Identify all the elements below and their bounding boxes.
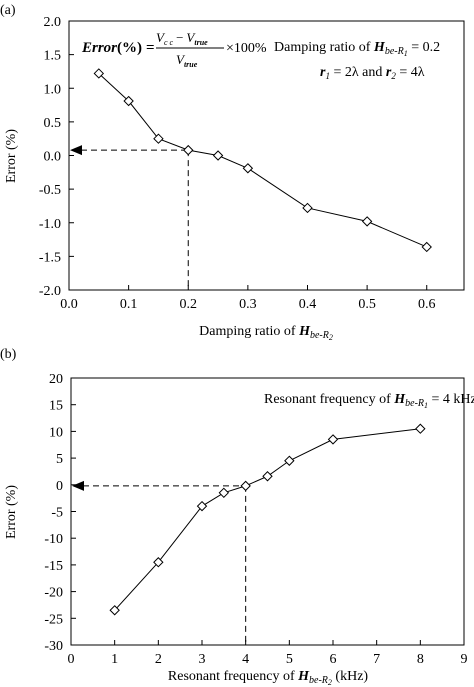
y-tick-label: -2.0 [39, 284, 61, 299]
x-tick-label: 4 [242, 652, 249, 667]
svg-text:×100%: ×100% [226, 41, 267, 56]
error-formula: Error(%) = Vc c − Vtrue Vtrue ×100% [81, 30, 267, 69]
x-tick-label: 1 [111, 652, 118, 667]
panel-b-x-axis-label: Resonant frequency of Hbe-R2 (kHz) [168, 669, 369, 687]
panel-b-y-tick-labels: 20 15 10 5 0 -5 -10 -15 -20 -25 -30 [44, 372, 63, 654]
data-point-marker [212, 150, 224, 161]
panel-a-annotation-line1: Damping ratio of Hbe-R1 = 0.2 [274, 40, 440, 58]
x-tick-label: 5 [286, 652, 293, 667]
data-point-marker [240, 480, 251, 492]
y-tick-label: -1.0 [39, 217, 61, 232]
x-tick-label: 0.4 [299, 297, 317, 312]
x-tick-label: 0.2 [179, 297, 197, 312]
x-tick-label: 8 [417, 652, 424, 667]
panel-b: (b) 20 15 10 5 0 -5 -10 -15 -20 -25 -30 0 1 2 3 4 5 6 7 8 9… [0, 347, 474, 687]
y-tick-label: 5 [56, 452, 63, 467]
panel-a-ticks [68, 20, 428, 291]
y-tick-label: 15 [49, 399, 63, 414]
panel-b-plot-frame [70, 377, 465, 646]
y-tick-label: -20 [44, 586, 63, 601]
y-tick-label: -5 [51, 506, 63, 521]
data-point-marker [284, 455, 295, 466]
x-tick-label: 9 [461, 652, 468, 667]
panel-a-marks [70, 68, 432, 290]
y-tick-label: -0.5 [39, 183, 61, 198]
panel-a-plot-frame [68, 20, 465, 291]
panel-b-y-axis-label: Error (%) [4, 485, 19, 539]
data-point-marker [218, 487, 230, 499]
x-tick-label: 0.5 [358, 297, 376, 312]
x-tick-label: 2 [155, 652, 162, 667]
y-tick-label: 0.0 [44, 150, 62, 165]
panel-a-x-tick-labels: 0.0 0.1 0.2 0.3 0.4 0.5 0.6 [60, 297, 435, 312]
panel-a-x-axis-label: Damping ratio of Hbe-R2 [199, 324, 333, 342]
x-tick-label: 0.1 [120, 297, 138, 312]
data-point-marker [262, 471, 273, 482]
y-tick-label: 1.5 [44, 49, 62, 64]
panel-b-x-tick-labels: 0 1 2 3 4 5 6 7 8 9 [68, 652, 468, 667]
panel-a-y-axis-label: Error (%) [4, 129, 19, 183]
svg-text:Vc c−Vtrue: Vc c − Vtrue [156, 30, 208, 47]
reference-arrow [70, 145, 82, 156]
data-point-marker [196, 500, 208, 512]
data-point-marker [109, 605, 120, 616]
y-tick-label: -25 [44, 612, 63, 627]
y-tick-label: -30 [44, 639, 63, 654]
panel-a-label: (a) [0, 3, 16, 18]
x-tick-label: 0.3 [239, 297, 257, 312]
data-point-marker [123, 95, 134, 107]
data-point-marker [183, 144, 194, 156]
y-tick-label: 1.0 [44, 82, 62, 97]
y-tick-label: -1.5 [39, 250, 61, 265]
data-point-marker [302, 202, 313, 214]
data-point-marker [327, 434, 339, 445]
x-tick-label: 6 [330, 652, 337, 667]
x-tick-label: 3 [199, 652, 206, 667]
svg-text:Error(%)=: Error(%) = [81, 40, 155, 56]
series-line [98, 73, 427, 248]
panel-a-y-tick-labels: 2.0 1.5 1.0 0.5 0.0 -0.5 -1.0 -1.5 -2.0 [39, 15, 61, 299]
reference-arrow [72, 480, 84, 491]
data-point-marker [415, 423, 426, 434]
y-tick-label: -15 [44, 559, 63, 574]
y-tick-label: 2.0 [44, 15, 62, 30]
svg-text:Vtrue: Vtrue [176, 52, 198, 69]
series-line [114, 428, 421, 611]
data-point-marker [421, 241, 432, 253]
y-tick-label: 0 [56, 479, 63, 494]
x-tick-label: 0 [68, 652, 75, 667]
panel-b-marks [72, 423, 426, 645]
panel-a-annotation-line2: r1 = 2λ and r2 = 4λ [320, 65, 425, 81]
y-tick-label: 20 [49, 372, 63, 387]
panel-b-label: (b) [0, 347, 17, 362]
x-tick-label: 7 [373, 652, 380, 667]
panel-b-ticks [70, 377, 465, 646]
y-tick-label: 10 [49, 425, 63, 440]
y-tick-label: 0.5 [44, 116, 62, 131]
data-point-marker [153, 557, 164, 568]
y-tick-label: -10 [44, 532, 63, 547]
x-tick-label: 0.6 [418, 297, 436, 312]
x-tick-label: 0.0 [60, 297, 78, 312]
panel-b-annotation-line1: Resonant frequency of Hbe-R1 = 4 kHz [264, 392, 474, 410]
data-point-marker [153, 133, 164, 144]
data-point-marker [242, 163, 254, 174]
panel-a: (a) 2.01.51.00.50.0-0.5-1.0-1.5-2.0 0.0 0… [0, 3, 465, 342]
data-point-marker [93, 68, 105, 79]
data-point-marker [361, 216, 373, 227]
